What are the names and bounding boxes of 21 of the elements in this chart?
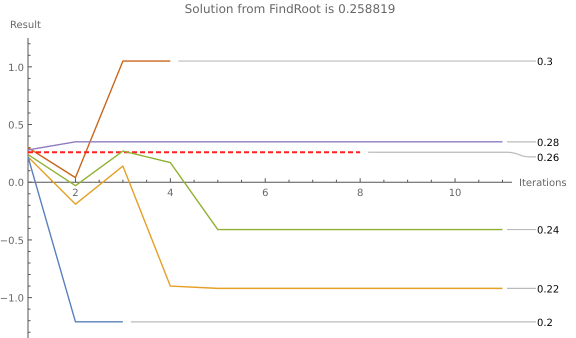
text: 0.26 — [537, 152, 560, 164]
line-series — [27, 156, 504, 290]
chart-title: Solution from FindRoot is 0.258819 — [184, 2, 396, 16]
x-tick-label: 6 — [262, 188, 268, 200]
x-tick-label: 10 — [448, 188, 462, 200]
y-tick-label: −1.0 — [0, 294, 24, 305]
text: 0.22 — [537, 284, 560, 296]
y-axis-title: Result — [10, 20, 41, 31]
line-series — [27, 150, 504, 230]
y-tick-label: 0.0 — [8, 178, 24, 190]
x-tick-label: 8 — [356, 188, 364, 200]
text: 0.3 — [537, 57, 553, 68]
text: 0.24 — [537, 226, 560, 237]
x-axis-title: Iterations — [519, 178, 567, 190]
x-tick-label: 4 — [167, 188, 174, 200]
y-tick-label: −0.5 — [0, 236, 24, 247]
text: 0.2 — [537, 318, 553, 329]
y-tick-label: 1.0 — [8, 62, 24, 74]
text: 0.28 — [537, 138, 560, 149]
y-tick-label: 0.5 — [8, 120, 24, 132]
x-tick-label: 2 — [72, 188, 79, 200]
